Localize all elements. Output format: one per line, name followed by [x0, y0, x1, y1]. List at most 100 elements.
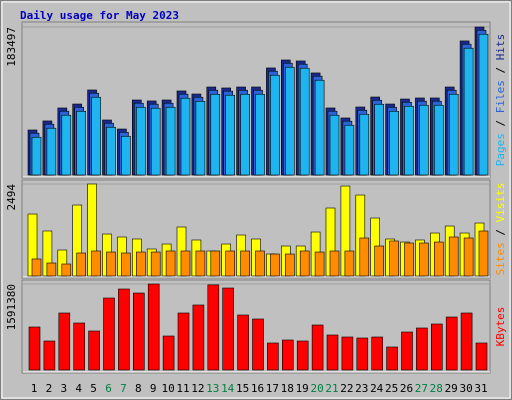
- bar: [225, 250, 235, 277]
- bar: [299, 250, 310, 277]
- legend-entry: Sites: [494, 242, 507, 275]
- x-tick-label: 20: [310, 382, 323, 395]
- bar: [281, 339, 294, 371]
- bar: [433, 104, 444, 176]
- bar: [311, 324, 324, 371]
- bar: [463, 47, 474, 176]
- bar: [374, 103, 385, 176]
- bar: [28, 326, 41, 371]
- x-tick-label: 15: [236, 382, 249, 395]
- bar: [180, 97, 191, 176]
- bar: [46, 262, 57, 277]
- x-tick-label: 2: [46, 382, 53, 395]
- legend-entry: Pages: [494, 133, 507, 166]
- bar: [195, 250, 206, 277]
- bar: [106, 126, 116, 176]
- bar: [61, 263, 72, 277]
- bar: [165, 250, 176, 277]
- bar: [270, 253, 280, 277]
- bar: [121, 135, 131, 176]
- legend-entry: Visits: [494, 183, 507, 223]
- bar: [433, 241, 444, 277]
- x-tick-label: 10: [161, 382, 174, 395]
- bar: [475, 342, 488, 371]
- bar: [103, 297, 115, 371]
- legend: Pages / Files / Hits: [494, 34, 507, 167]
- bar: [267, 342, 279, 371]
- bar: [195, 100, 206, 176]
- x-tick-label: 16: [251, 382, 264, 395]
- y-tick-label: 1591380: [5, 284, 18, 330]
- legend-separator: /: [494, 222, 507, 242]
- bar: [58, 312, 71, 371]
- bar: [356, 337, 369, 371]
- bar: [91, 250, 101, 277]
- bar: [192, 304, 205, 371]
- y-tick-label: 2494: [5, 184, 18, 211]
- bar: [419, 104, 429, 176]
- x-tick-label: 5: [90, 382, 97, 395]
- bar: [448, 93, 459, 176]
- bar: [237, 314, 249, 371]
- bar: [88, 330, 100, 371]
- legend-entry: KBytes: [494, 307, 507, 347]
- bar: [401, 331, 413, 371]
- x-tick-label: 22: [340, 382, 353, 395]
- bar: [121, 252, 131, 277]
- x-tick-label: 31: [474, 382, 487, 395]
- legend: Sites / Visits: [494, 183, 507, 276]
- bar: [255, 93, 265, 176]
- bar: [31, 136, 42, 176]
- x-tick-label: 11: [176, 382, 189, 395]
- bar: [210, 250, 221, 277]
- x-tick-label: 1: [31, 382, 38, 395]
- bar: [430, 323, 443, 371]
- legend-separator: /: [494, 60, 507, 80]
- bar: [448, 236, 459, 277]
- bar: [341, 336, 354, 371]
- bar: [404, 242, 414, 277]
- bar: [460, 312, 473, 371]
- bar: [463, 237, 474, 277]
- legend-entry: Hits: [494, 34, 507, 61]
- bar: [386, 346, 398, 371]
- x-tick-label: 18: [281, 382, 294, 395]
- bar: [329, 250, 340, 277]
- bar: [404, 105, 414, 176]
- x-tick-label: 25: [385, 382, 398, 395]
- bar: [314, 79, 325, 176]
- bar: [326, 334, 339, 371]
- bar: [255, 250, 265, 277]
- x-tick-label: 30: [459, 382, 472, 395]
- x-tick-label: 12: [191, 382, 204, 395]
- x-tick-label: 7: [120, 382, 127, 395]
- x-tick-label: 27: [415, 382, 428, 395]
- bar: [106, 251, 116, 277]
- x-tick-label: 6: [105, 382, 112, 395]
- bar: [147, 283, 160, 371]
- x-tick-label: 4: [75, 382, 82, 395]
- x-tick-label: 19: [296, 382, 309, 395]
- bar: [314, 251, 325, 277]
- bar: [91, 96, 101, 176]
- bar: [210, 93, 221, 176]
- x-tick-label: 17: [266, 382, 279, 395]
- x-tick-label: 21: [325, 382, 338, 395]
- bar: [165, 106, 176, 176]
- bar: [371, 336, 384, 371]
- x-tick-label: 8: [135, 382, 142, 395]
- bar: [240, 93, 250, 176]
- bar: [222, 287, 234, 371]
- bar: [344, 124, 355, 176]
- bar: [299, 67, 310, 176]
- bar: [284, 66, 295, 176]
- bar: [252, 318, 264, 371]
- bar: [46, 127, 57, 176]
- x-tick-label: 24: [370, 382, 384, 395]
- bar: [118, 288, 130, 371]
- bar: [31, 258, 42, 277]
- bar: [61, 114, 72, 176]
- bar: [359, 113, 370, 176]
- bar: [296, 340, 309, 371]
